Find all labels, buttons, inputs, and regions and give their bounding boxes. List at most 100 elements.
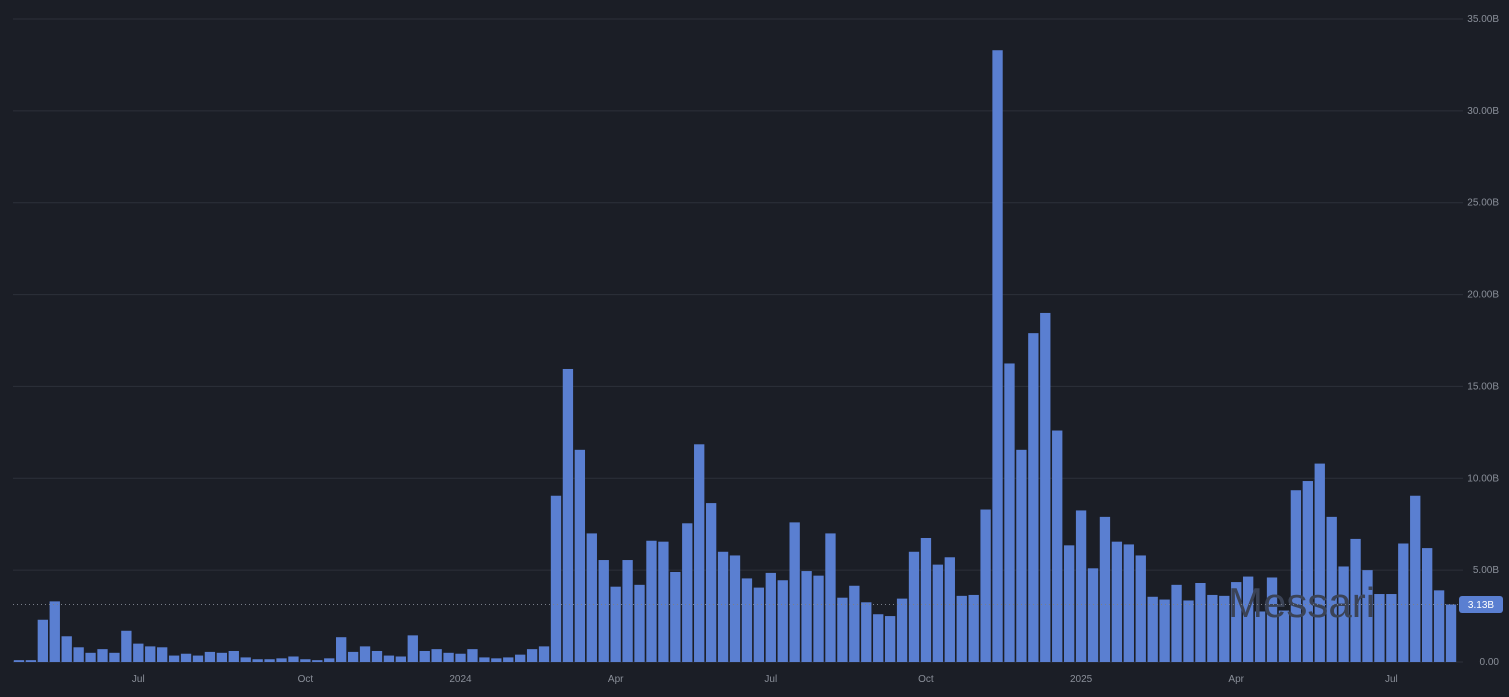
y-tick-label: 10.00B xyxy=(1467,473,1499,484)
bar xyxy=(383,655,395,662)
bar xyxy=(503,657,514,662)
bar xyxy=(634,584,645,662)
x-tick-label: Jul xyxy=(764,674,777,685)
bar xyxy=(1195,583,1206,662)
bar xyxy=(765,572,776,662)
bar xyxy=(204,651,216,662)
x-tick-label: Oct xyxy=(918,674,934,685)
bar xyxy=(1433,590,1445,662)
bar xyxy=(1314,463,1325,662)
bar xyxy=(109,652,120,662)
bar xyxy=(168,655,180,662)
bar xyxy=(133,643,144,662)
bar xyxy=(1410,495,1421,662)
y-tick-label: 35.00B xyxy=(1467,14,1499,25)
bar xyxy=(741,578,753,662)
bar xyxy=(1219,595,1230,662)
bar xyxy=(324,658,335,662)
bar xyxy=(968,594,979,662)
bar xyxy=(717,551,729,662)
y-tick-label: 0.00 xyxy=(1480,657,1500,668)
bar xyxy=(1362,570,1373,662)
bar xyxy=(1159,599,1170,662)
y-tick-label: 15.00B xyxy=(1467,381,1499,392)
bar xyxy=(443,652,454,662)
y-tick-label: 20.00B xyxy=(1467,290,1499,301)
bar xyxy=(312,660,323,662)
bar xyxy=(371,650,383,662)
bar xyxy=(264,659,275,662)
bar xyxy=(992,50,1003,663)
bar xyxy=(1207,594,1218,662)
bar xyxy=(491,658,502,662)
bar xyxy=(1278,610,1290,662)
last-value-badge: 3.13B xyxy=(1459,596,1503,613)
bar xyxy=(1386,594,1397,662)
bar xyxy=(1266,577,1278,662)
bar xyxy=(729,555,741,662)
y-tick-label: 30.00B xyxy=(1467,106,1499,117)
bar xyxy=(1028,333,1039,662)
bar xyxy=(1350,538,1361,662)
bar xyxy=(753,587,765,662)
bar xyxy=(646,540,657,662)
bar xyxy=(431,649,442,662)
bar xyxy=(1326,516,1337,662)
x-tick-label: Jul xyxy=(1385,674,1398,685)
bar xyxy=(861,602,872,662)
bar xyxy=(694,444,705,662)
bar xyxy=(347,651,359,662)
bar xyxy=(1290,490,1302,662)
bar xyxy=(1231,582,1242,662)
bar xyxy=(658,541,669,662)
bar xyxy=(73,647,84,662)
y-tick-label: 25.00B xyxy=(1467,198,1499,209)
bar xyxy=(1135,555,1146,662)
bar xyxy=(1099,516,1111,662)
bar xyxy=(550,495,562,662)
bar xyxy=(252,659,263,662)
bar xyxy=(920,537,932,662)
bar xyxy=(13,660,25,662)
bar xyxy=(789,522,800,662)
bar xyxy=(121,630,132,662)
bar xyxy=(49,601,60,662)
bar xyxy=(1302,481,1313,662)
bar xyxy=(1075,510,1087,662)
bar xyxy=(622,560,633,662)
bar xyxy=(479,657,490,662)
bar xyxy=(586,533,597,662)
bar xyxy=(884,616,896,662)
bar xyxy=(467,649,478,662)
bar xyxy=(276,658,287,662)
x-tick-label: Apr xyxy=(1228,674,1244,685)
bar xyxy=(574,449,586,662)
bar xyxy=(849,585,860,662)
bar xyxy=(1063,545,1075,662)
bar xyxy=(956,595,967,662)
x-axis-ticks: Jul Oct 2024 Apr Jul Oct 2025 Apr Jul xyxy=(132,674,1398,685)
bar xyxy=(216,652,228,662)
bar xyxy=(37,619,48,662)
bar xyxy=(288,656,299,662)
bar xyxy=(980,509,991,662)
bar xyxy=(1254,611,1266,662)
bar xyxy=(1183,600,1194,662)
bar xyxy=(1422,548,1433,662)
bar xyxy=(1052,430,1063,662)
bar xyxy=(1016,449,1027,662)
bar xyxy=(813,575,824,662)
bar xyxy=(61,636,72,662)
x-tick-label: Jul xyxy=(132,674,145,685)
last-value-label: 3.13B xyxy=(1468,600,1494,611)
bar xyxy=(837,597,848,662)
bar xyxy=(1242,576,1254,662)
y-axis-ticks: 0.00 5.00B 10.00B 15.00B 20.00B 25.00B 30.00B 3… xyxy=(1467,14,1499,668)
y-tick-label: 5.00B xyxy=(1473,565,1499,576)
bar xyxy=(825,533,836,662)
bar xyxy=(240,657,251,662)
bar xyxy=(1338,566,1349,662)
bar xyxy=(562,368,574,662)
bar xyxy=(1147,596,1158,662)
bar xyxy=(1374,594,1385,662)
